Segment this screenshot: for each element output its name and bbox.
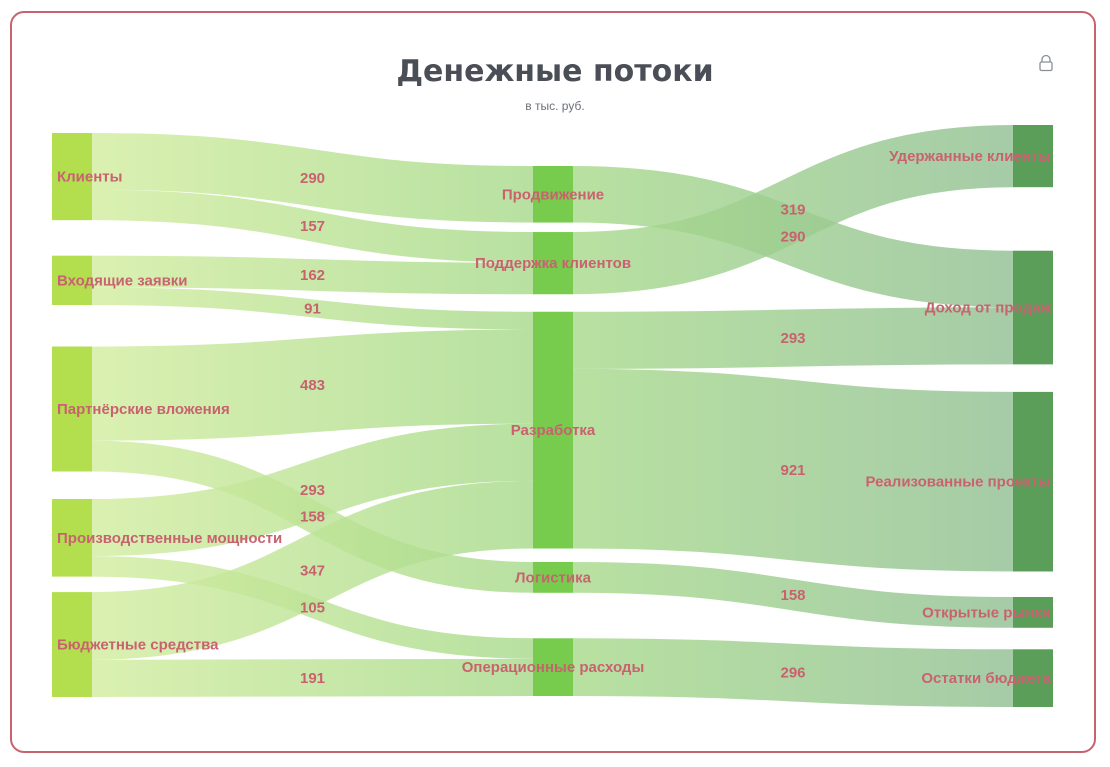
sankey-node-projects[interactable] (1013, 391, 1053, 572)
sankey-node-leads[interactable] (52, 255, 92, 305)
sankey-node-retained[interactable] (1013, 125, 1053, 188)
node-label-partners: Партнёрские вложения (57, 401, 230, 418)
sankey-node-remains[interactable] (1013, 649, 1053, 708)
sankey-node-capacity[interactable] (52, 498, 92, 577)
flow-label-promo-income: 290 (780, 229, 805, 246)
node-label-retained: Удержанные клиенты (889, 148, 1051, 165)
flow-label-clients-support: 157 (300, 218, 325, 235)
chart-title: Денежные потоки (396, 54, 714, 89)
sankey-node-clients[interactable] (52, 133, 92, 221)
links-layer (91, 124, 1014, 708)
flow-label-budget-opex: 191 (300, 670, 325, 687)
chart-subtitle: в тыс. руб. (525, 99, 585, 113)
sankey-node-markets[interactable] (1013, 596, 1053, 628)
sankey-link-capacity-dev[interactable] (91, 423, 534, 557)
node-label-remains: Остатки бюджета (921, 670, 1051, 687)
lock-icon[interactable] (1038, 54, 1054, 72)
node-label-opex: Операционные расходы (462, 659, 645, 676)
sankey-link-support-retained[interactable] (572, 124, 1014, 295)
node-label-leads: Входящие заявки (57, 272, 188, 289)
flow-label-capacity-dev: 293 (300, 482, 325, 499)
sankey-node-logistics[interactable] (533, 561, 573, 593)
sankey-link-budget-dev[interactable] (91, 480, 534, 660)
sankey-node-support[interactable] (533, 232, 573, 295)
flow-label-partners-logistics: 158 (300, 509, 325, 526)
node-label-dev: Разработка (511, 422, 596, 439)
node-label-budget: Бюджетные средства (57, 637, 219, 654)
sankey-link-dev-projects[interactable] (572, 368, 1014, 572)
sankey-link-budget-opex[interactable] (91, 658, 534, 698)
sankey-node-dev[interactable] (533, 311, 573, 549)
node-label-clients: Клиенты (57, 169, 122, 186)
labels-layer: 290 157 162 91 483 158 293 105 347 191 290 319 293 92… (57, 148, 1052, 687)
nodes-layer (52, 125, 1053, 708)
node-label-projects: Реализованные проекты (865, 474, 1051, 491)
sankey-node-partners[interactable] (52, 346, 92, 472)
node-label-markets: Открытые рынки (922, 604, 1051, 621)
sankey-node-promo[interactable] (533, 166, 573, 223)
sankey-node-income[interactable] (1013, 250, 1053, 365)
sankey-link-opex-remains[interactable] (572, 638, 1014, 708)
sankey-link-dev-income[interactable] (572, 307, 1014, 369)
flow-label-leads-dev: 91 (304, 300, 321, 317)
flow-label-opex-remains: 296 (780, 665, 805, 682)
sankey-node-budget[interactable] (52, 592, 92, 698)
flow-label-leads-support: 162 (300, 267, 325, 284)
sankey-link-logistics-markets[interactable] (572, 561, 1014, 628)
flow-label-clients-promo: 290 (300, 170, 325, 187)
flow-label-partners-dev: 483 (300, 377, 325, 394)
sankey-link-leads-dev[interactable] (91, 287, 534, 330)
flow-label-budget-dev: 347 (300, 562, 325, 579)
flow-label-dev-income: 293 (780, 330, 805, 347)
node-label-logistics: Логистика (515, 569, 592, 586)
sankey-link-clients-support[interactable] (91, 189, 534, 263)
sankey-link-partners-dev[interactable] (91, 329, 534, 441)
flow-label-capacity-opex: 105 (300, 599, 325, 616)
sankey-node-opex[interactable] (533, 638, 573, 697)
flow-label-logistics-markets: 158 (780, 587, 805, 604)
node-label-support: Поддержка клиентов (475, 255, 631, 272)
sankey-link-leads-support[interactable] (91, 255, 534, 295)
sankey-link-clients-promo[interactable] (91, 133, 534, 223)
node-label-capacity: Производственные мощности (57, 530, 282, 547)
node-label-income: Доход от продаж (925, 300, 1052, 317)
flow-label-dev-projects: 921 (780, 462, 805, 479)
flow-label-support-retained: 319 (780, 202, 805, 219)
node-label-promo: Продвижение (502, 186, 604, 203)
